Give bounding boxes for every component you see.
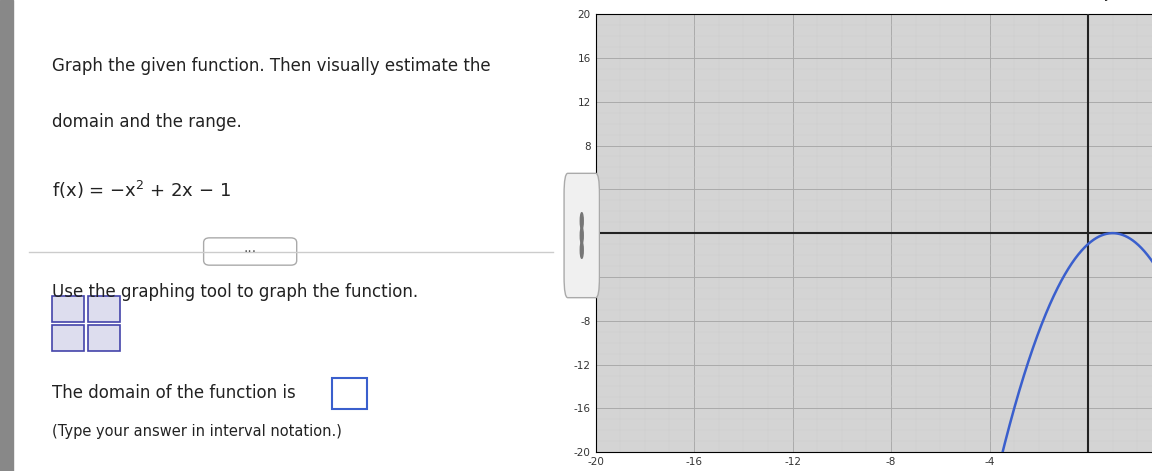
Text: The domain of the function is: The domain of the function is	[52, 384, 296, 402]
Circle shape	[581, 242, 583, 258]
FancyBboxPatch shape	[52, 325, 84, 351]
FancyBboxPatch shape	[52, 296, 84, 322]
Text: Use the graphing tool to graph the function.: Use the graphing tool to graph the funct…	[52, 283, 418, 300]
FancyBboxPatch shape	[564, 173, 599, 298]
Text: Graph the given function. Then visually estimate the: Graph the given function. Then visually …	[52, 57, 491, 74]
Text: y: y	[1104, 0, 1112, 1]
Circle shape	[581, 213, 583, 229]
Text: (Type your answer in interval notation.): (Type your answer in interval notation.)	[52, 424, 342, 439]
Text: domain and the range.: domain and the range.	[52, 113, 242, 131]
FancyBboxPatch shape	[88, 325, 120, 351]
Text: f(x) = $-$x$^2$ + 2x $-$ 1: f(x) = $-$x$^2$ + 2x $-$ 1	[52, 179, 232, 201]
Text: ···: ···	[243, 244, 257, 259]
Bar	[0, 0, 13, 471]
FancyBboxPatch shape	[204, 238, 297, 265]
Circle shape	[581, 227, 583, 244]
FancyBboxPatch shape	[88, 296, 120, 322]
FancyBboxPatch shape	[332, 378, 366, 409]
